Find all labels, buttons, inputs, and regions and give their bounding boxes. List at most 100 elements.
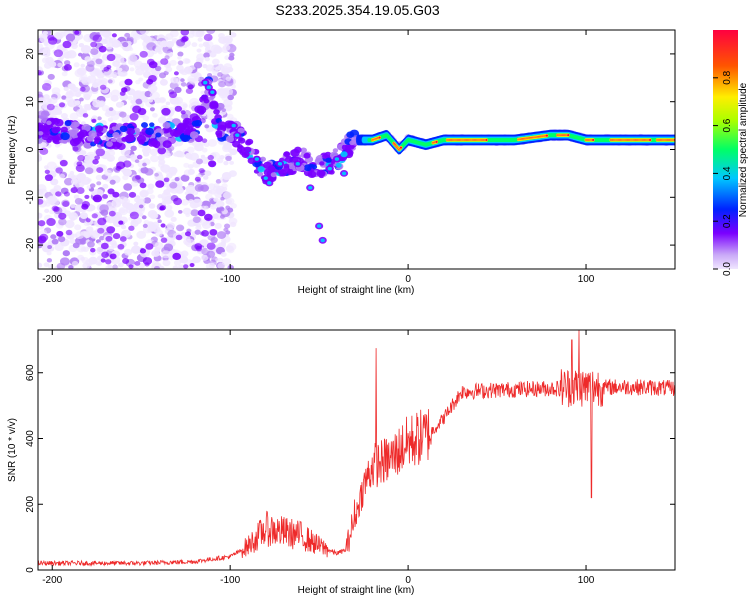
spectrogram-cell bbox=[103, 66, 110, 72]
spectrogram-cell bbox=[194, 176, 201, 182]
spectrogram-cell bbox=[172, 265, 179, 269]
spectrogram-cell bbox=[142, 257, 153, 265]
spectrogram-cell bbox=[154, 46, 162, 53]
spectrogram-cell bbox=[120, 70, 128, 77]
spectrogram-cell bbox=[187, 164, 194, 169]
spectrogram-cell bbox=[79, 86, 86, 92]
spectrogram-cell bbox=[142, 115, 150, 121]
spectrogram-cell bbox=[57, 62, 63, 68]
spectrogram-cell bbox=[203, 52, 210, 58]
spectrogram-cell bbox=[58, 218, 67, 226]
spectrogram-cell bbox=[105, 259, 112, 265]
spectrogram-cell bbox=[203, 33, 213, 42]
spectrogram-cell bbox=[90, 247, 96, 253]
spectrogram-cell bbox=[80, 150, 87, 156]
spectrogram-cell bbox=[189, 131, 199, 139]
spectrogram-cell bbox=[92, 99, 102, 108]
spectrogram-cell bbox=[205, 171, 212, 176]
spectrogram-cell bbox=[49, 97, 58, 104]
spectrogram-cell bbox=[119, 111, 127, 118]
spectrogram-cell bbox=[48, 37, 58, 45]
spectrogram-cell bbox=[61, 95, 67, 100]
spectrogram-cell bbox=[83, 155, 94, 164]
spectrogram-cell bbox=[124, 142, 132, 149]
spectrogram-cell bbox=[231, 123, 236, 128]
spectrogram-cell bbox=[128, 225, 135, 231]
spectrogram-cell bbox=[244, 146, 252, 153]
spectrogram-cell bbox=[169, 59, 177, 66]
spectrogram-cell bbox=[185, 87, 194, 95]
spectrogram-cell bbox=[89, 183, 96, 188]
spectrogram-cell bbox=[141, 215, 147, 220]
spectrogram-cell bbox=[228, 170, 237, 178]
spectrogram-cell bbox=[74, 197, 83, 205]
spectrogram-cell bbox=[54, 143, 61, 148]
spectrogram-cell bbox=[95, 260, 102, 266]
spectrogram-cell bbox=[92, 34, 103, 43]
spectrogram-cell bbox=[56, 262, 66, 269]
spectrogram-hot-core bbox=[378, 136, 381, 139]
spectrogram-cell bbox=[181, 134, 191, 142]
spectrogram-cell bbox=[202, 41, 210, 47]
spectrogram-cell bbox=[194, 76, 200, 81]
spectrogram-cell bbox=[149, 107, 155, 112]
spectrogram-cell bbox=[169, 91, 178, 99]
spectrogram-cell bbox=[175, 234, 183, 241]
spectrogram-cell bbox=[47, 244, 53, 250]
spectrogram-cell bbox=[124, 134, 134, 143]
spectrogram-cell bbox=[55, 191, 62, 197]
spectrogram-cell bbox=[71, 260, 79, 267]
spectrogram-cell bbox=[39, 34, 50, 44]
spectrogram-cell bbox=[54, 118, 64, 127]
spectrogram-cell bbox=[97, 227, 105, 234]
spectrogram-cell bbox=[83, 140, 93, 149]
spectrogram-cell bbox=[70, 203, 76, 209]
spectrogram-cell bbox=[216, 88, 226, 96]
spectrogram-cell bbox=[80, 76, 89, 84]
spectrogram-hot-core bbox=[435, 140, 438, 143]
spectrogram-cell bbox=[154, 65, 162, 72]
spectrogram-cell bbox=[100, 258, 106, 263]
spectrogram-cell bbox=[184, 58, 191, 64]
spectrogram-cell bbox=[257, 166, 265, 173]
colorbar-ticks: 0.0 0.2 0.4 0.6 0.8 bbox=[713, 70, 733, 276]
spectrogram-cell bbox=[228, 55, 235, 61]
spectrogram-cell bbox=[221, 183, 228, 189]
spectrogram-cell bbox=[223, 99, 233, 108]
spectrogram-cell bbox=[183, 264, 189, 269]
spectrogram-cell bbox=[204, 124, 210, 129]
spectrogram-cell bbox=[38, 69, 42, 76]
spectrogram-cell bbox=[177, 55, 182, 60]
spectrogram-cell bbox=[38, 131, 44, 136]
spectrogram-cell bbox=[143, 197, 152, 204]
spectrogram-cell bbox=[222, 87, 234, 96]
spectrogram-cell bbox=[46, 120, 52, 126]
snr-x-tick-label: -100 bbox=[220, 575, 240, 586]
spectrogram-x-tick-label: -200 bbox=[42, 274, 62, 285]
spectrogram-cell bbox=[215, 200, 225, 208]
spectrogram-cell bbox=[209, 229, 218, 236]
spectrogram-cell bbox=[111, 33, 117, 38]
spectrogram-x-tick-label: -100 bbox=[220, 274, 240, 285]
spectrogram-cell bbox=[152, 225, 161, 233]
spectrogram-cell bbox=[43, 262, 50, 267]
spectrogram-cell bbox=[211, 58, 220, 66]
spectrogram-cell bbox=[93, 221, 99, 226]
spectrogram-cell bbox=[80, 63, 86, 68]
spectrogram-cell bbox=[198, 30, 205, 36]
spectrogram-cell bbox=[92, 194, 103, 203]
spectrogram-cell bbox=[165, 33, 174, 41]
spectrogram-cell bbox=[177, 60, 184, 66]
spectrogram-cell bbox=[175, 224, 185, 232]
spectrogram-cell bbox=[62, 250, 70, 257]
spectrogram-cell bbox=[63, 177, 74, 186]
spectrogram-cell bbox=[121, 87, 128, 93]
spectrogram-cell bbox=[111, 126, 117, 131]
spectrogram-hot-core bbox=[648, 138, 652, 142]
spectrogram-cell bbox=[166, 222, 176, 230]
spectrogram-cell bbox=[194, 229, 201, 235]
spectrogram-cell bbox=[51, 87, 61, 95]
spectrogram-cell bbox=[270, 172, 277, 178]
spectrogram-cell bbox=[122, 41, 129, 48]
spectrogram-cell bbox=[152, 112, 158, 118]
